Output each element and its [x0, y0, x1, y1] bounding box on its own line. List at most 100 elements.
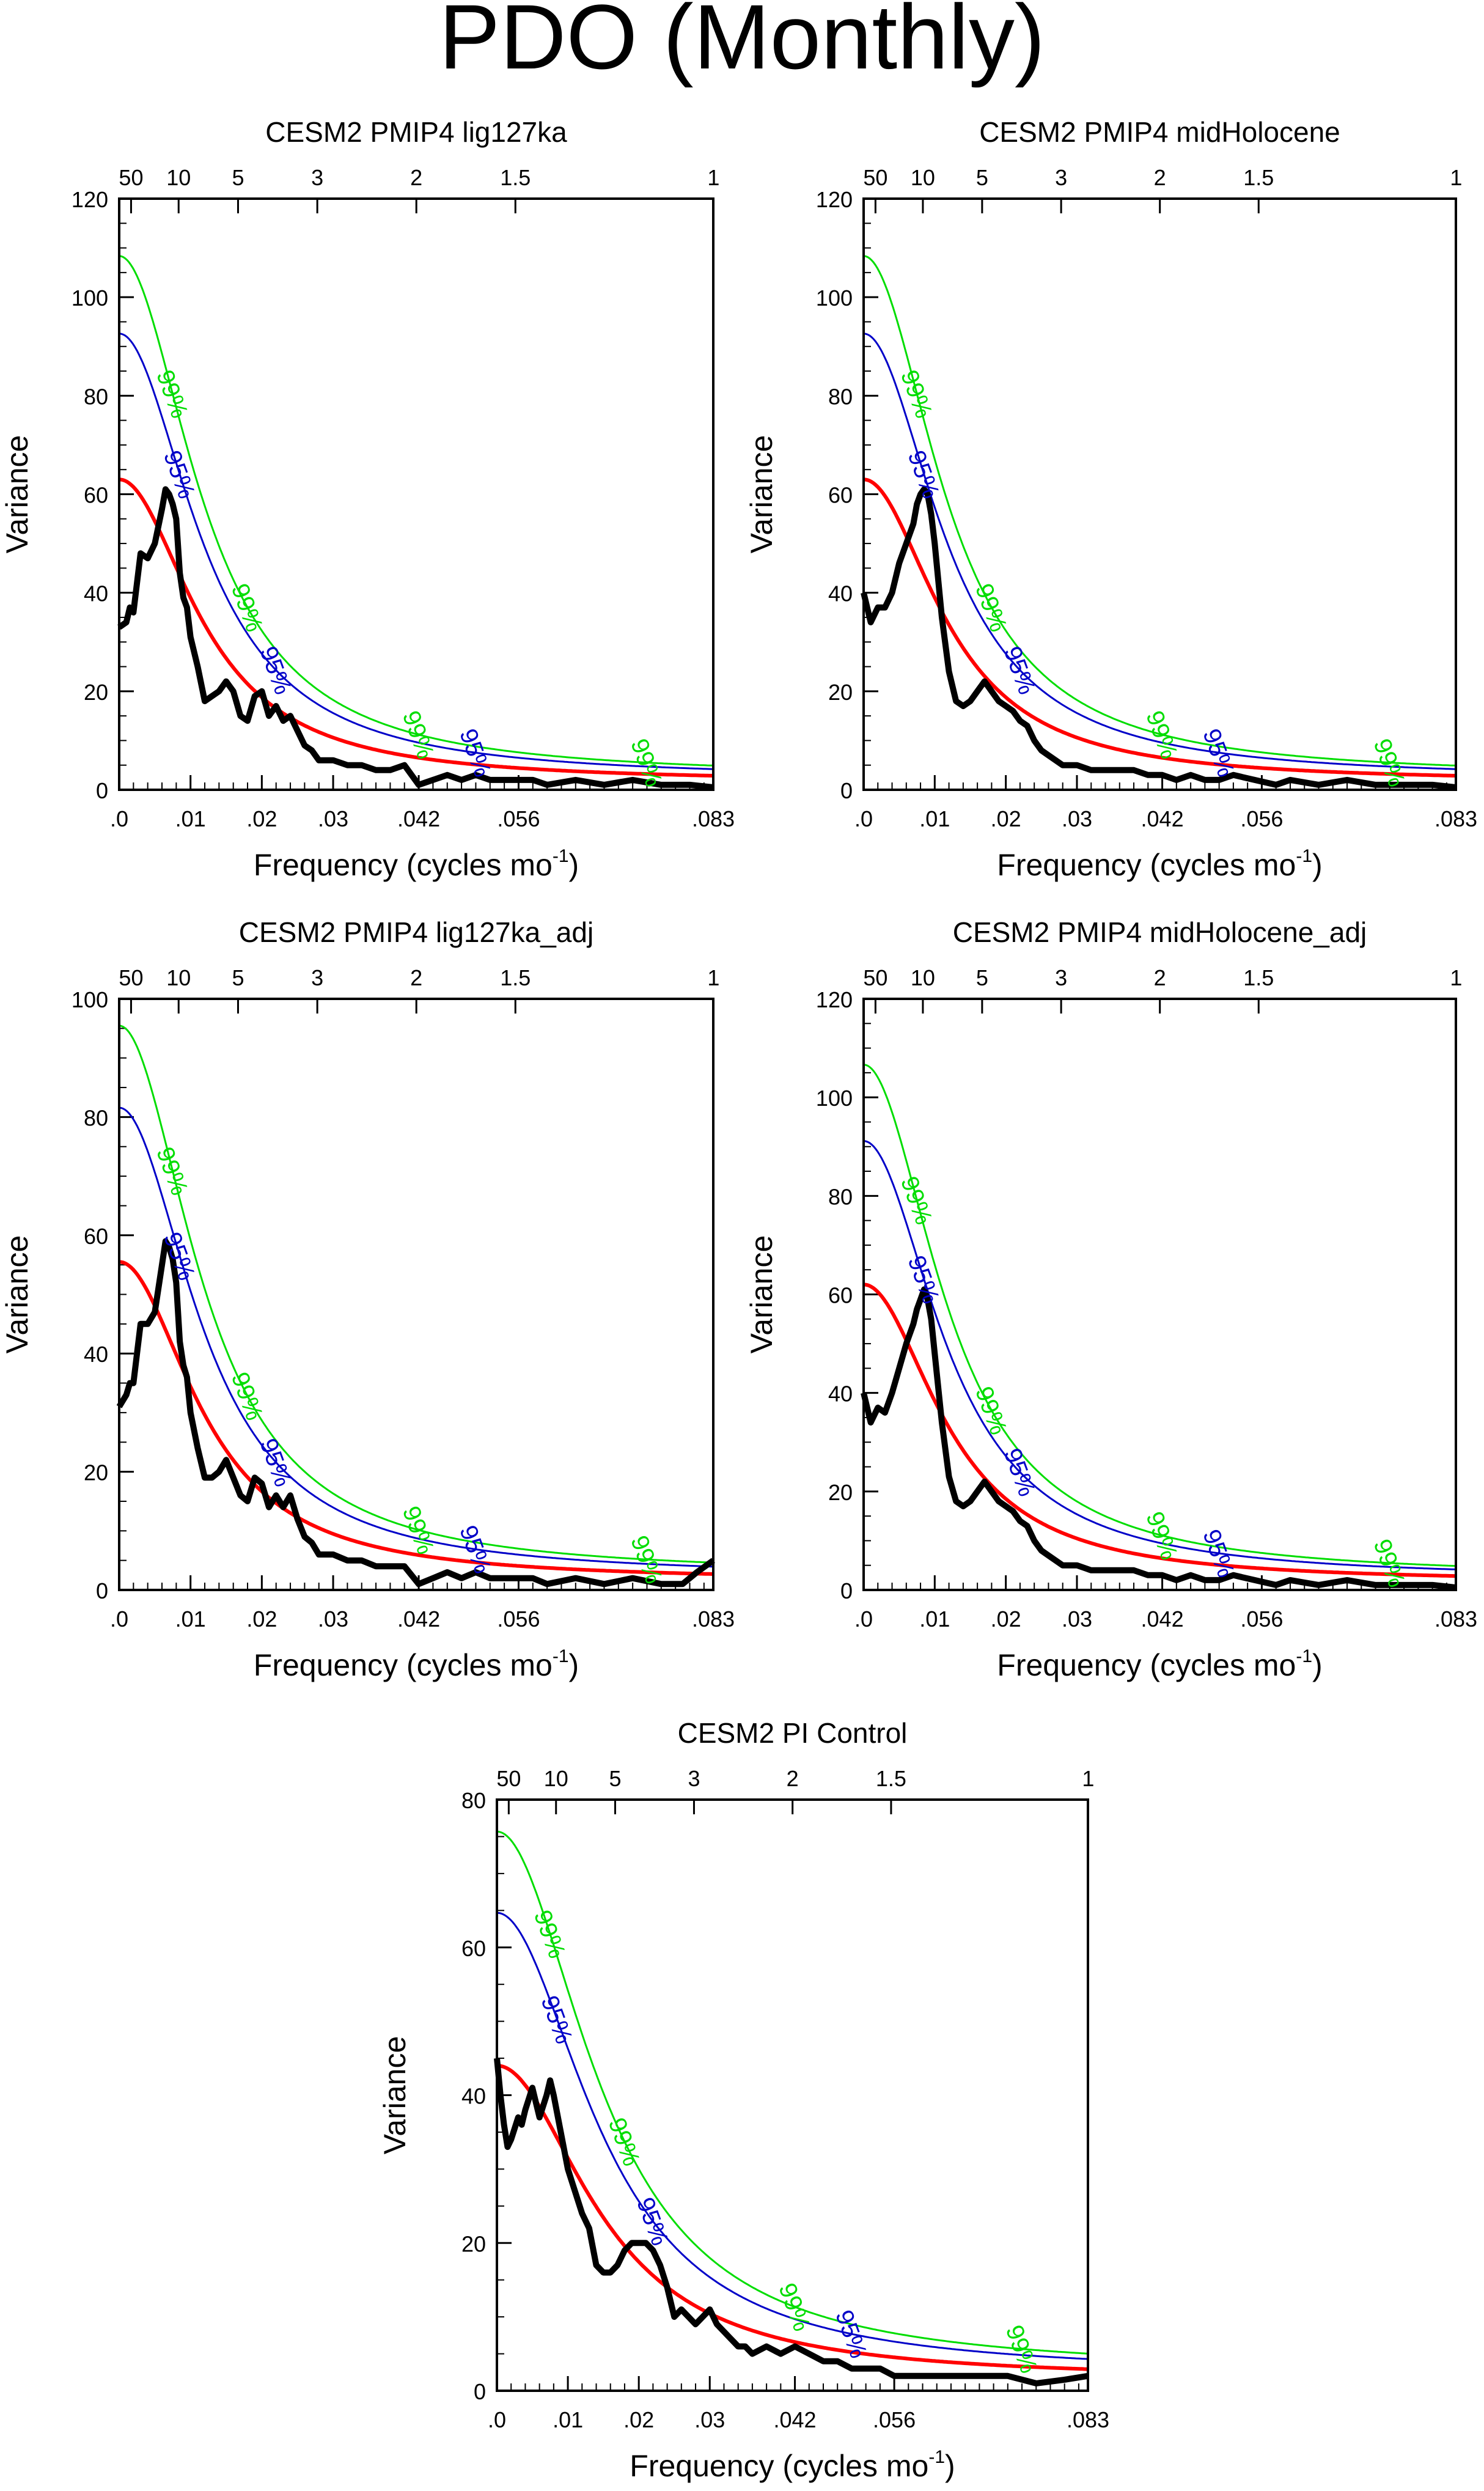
x-axis-label-close: ): [569, 848, 579, 882]
chart-title: CESM2 PMIP4 midHolocene: [979, 116, 1340, 148]
period-tick-label: 10: [911, 965, 935, 990]
ci99-label: 99%: [151, 367, 193, 422]
chart-panel-lig127ka: CESM2 PMIP4 lig127ka 0 20 40 60 80 100 120 .0 .01…: [0, 116, 735, 882]
x-tick-label: .083: [1434, 1606, 1477, 1632]
y-tick-label: 80: [84, 1105, 108, 1130]
plot-frame: [862, 998, 1457, 1591]
x-tick-label: .042: [1141, 806, 1184, 831]
ci99-label: 99%: [1001, 2322, 1043, 2377]
x-tick-label: .03: [1062, 806, 1092, 831]
x-tick-label: .01: [919, 806, 950, 831]
x-tick-label: .01: [553, 2407, 583, 2432]
chart-title: CESM2 PI Control: [678, 1717, 908, 1749]
x-tick-label: .03: [1062, 1606, 1092, 1632]
period-tick-label: 1: [1082, 1766, 1094, 1791]
x-axis-label-close: ): [1312, 848, 1323, 882]
period-tick-label: 50: [496, 1766, 521, 1791]
ci99-line: [119, 1025, 714, 1564]
x-tick-label: .042: [1141, 1606, 1184, 1632]
period-tick-label: 1.5: [1243, 165, 1274, 190]
period-tick-label: 1.5: [500, 165, 531, 190]
y-tick-label: 60: [84, 483, 108, 508]
x-tick-label: .042: [397, 1606, 440, 1632]
x-tick-label: .056: [873, 2407, 916, 2432]
figure-title: PDO (Monthly): [439, 0, 1045, 88]
x-tick-label: .03: [694, 2407, 725, 2432]
chart-panel-piControl: CESM2 PI Control 0 20 40 60 80 .0 .01 .02 .03 .042…: [378, 1717, 1109, 2483]
ci99-label: 99%: [895, 367, 938, 422]
period-tick-label: 1.5: [876, 1766, 906, 1791]
period-tick-label: 5: [232, 165, 244, 190]
x-tick-label: .03: [318, 806, 348, 831]
period-tick-label: 5: [976, 165, 988, 190]
y-tick-label: 60: [828, 483, 853, 508]
plot-frame: [862, 197, 1457, 791]
x-tick-label: .0: [488, 2407, 506, 2432]
y-tick-label: 40: [828, 1382, 853, 1407]
period-tick-label: 50: [119, 965, 143, 990]
period-tick-label: 10: [544, 1766, 568, 1791]
ci95-line: [496, 1911, 1089, 2360]
y-tick-label: 20: [828, 680, 853, 705]
chart-title: CESM2 PMIP4 lig127ka: [265, 116, 567, 148]
ci99-line: [863, 1064, 1456, 1567]
ci99-label: 99%: [529, 1907, 571, 1962]
y-tick-label: 40: [84, 581, 108, 606]
x-axis-label-superscript: -1: [928, 2447, 945, 2467]
x-tick-label: .01: [175, 1606, 206, 1632]
x-axis-label: Frequency (cycles mo-1): [630, 2447, 955, 2483]
x-axis-label-superscript: -1: [1296, 846, 1312, 866]
x-tick-label: .056: [1240, 806, 1283, 831]
chart-panel-midHolocene_adj: CESM2 PMIP4 midHolocene_adj 0 20 40 60 80 100 1…: [744, 916, 1477, 1682]
ci99-line: [119, 255, 714, 767]
x-tick-label: .0: [854, 806, 873, 831]
y-axis-label: Variance: [744, 435, 779, 554]
ci99-label: 99%: [603, 2114, 645, 2169]
ci95-label: 95%: [903, 447, 945, 502]
y-tick-label: 0: [474, 2379, 486, 2404]
y-tick-label: 0: [840, 1578, 853, 1603]
y-tick-label: 80: [461, 1788, 486, 1813]
ci95-label: 95%: [454, 1522, 496, 1577]
period-tick-label: 1.5: [1243, 965, 1274, 990]
y-tick-label: 100: [816, 1086, 853, 1111]
period-tick-label: 50: [863, 965, 887, 990]
plot-frame: [118, 998, 714, 1591]
ci95-line: [863, 1140, 1456, 1570]
spectrum-line: [861, 1286, 1456, 1591]
x-tick-label: .083: [1434, 806, 1477, 831]
ci99-label: 99%: [773, 2279, 815, 2335]
ci95-line: [119, 1106, 714, 1568]
x-axis-label-close: ): [945, 2449, 955, 2483]
ci95-label: 95%: [999, 643, 1041, 698]
period-tick-label: 50: [863, 165, 887, 190]
period-tick-label: 3: [1055, 965, 1067, 990]
red-noise-line: [863, 1282, 1456, 1578]
period-tick-label: 2: [787, 1766, 799, 1791]
y-tick-label: 40: [461, 2084, 486, 2109]
x-tick-label: .056: [1240, 1606, 1283, 1632]
y-axis-label: Variance: [744, 1235, 779, 1354]
y-tick-label: 80: [828, 384, 853, 409]
period-tick-label: 5: [232, 965, 244, 990]
x-tick-label: .0: [110, 806, 128, 831]
y-tick-label: 20: [84, 1460, 108, 1485]
x-axis-label-close: ): [569, 1648, 579, 1682]
x-tick-label: .02: [246, 806, 277, 831]
ci95-line: [863, 333, 1456, 770]
spectrum-line: [117, 486, 714, 790]
x-tick-label: .0: [110, 1606, 128, 1632]
y-tick-label: 120: [816, 187, 853, 212]
x-axis-label: Frequency (cycles mo-1): [997, 846, 1322, 882]
period-tick-label: 10: [911, 165, 935, 190]
period-tick-label: 2: [1154, 965, 1166, 990]
period-tick-label: 50: [119, 165, 143, 190]
y-tick-label: 120: [72, 187, 108, 212]
y-tick-label: 100: [72, 285, 108, 311]
y-tick-label: 20: [461, 2231, 486, 2256]
spectrum-line: [861, 486, 1456, 790]
red-noise-line: [119, 477, 714, 778]
y-tick-label: 100: [72, 987, 108, 1012]
y-tick-label: 20: [828, 1480, 853, 1505]
x-tick-label: .083: [692, 806, 735, 831]
